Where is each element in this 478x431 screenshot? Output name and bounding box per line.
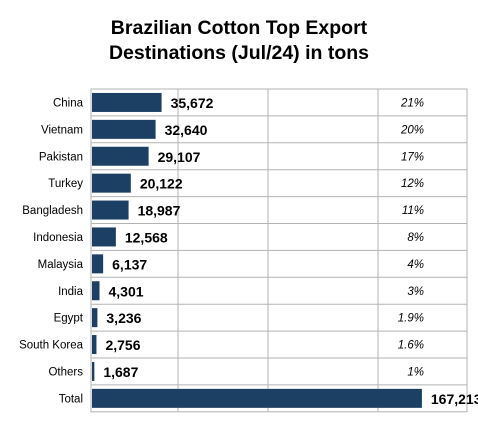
share-label: 12%	[401, 178, 424, 190]
share-label: 1.6%	[398, 340, 424, 352]
category-label: Pakistan	[39, 151, 83, 163]
category-label: Malaysia	[38, 259, 84, 271]
data-label: 32,640	[165, 122, 208, 138]
share-label: 11%	[402, 205, 424, 217]
data-label: 12,568	[125, 229, 168, 245]
bar	[92, 335, 97, 355]
data-label: 18,987	[138, 203, 181, 219]
bar	[92, 254, 104, 274]
chart-title-line-1: Brazilian Cotton Top Export	[110, 17, 368, 39]
category-label: Bangladesh	[22, 205, 83, 217]
bar	[92, 119, 156, 139]
category-label: India	[58, 286, 84, 298]
bar	[92, 361, 95, 381]
data-label: 29,107	[158, 149, 201, 165]
share-label: 4%	[407, 259, 424, 271]
bar	[92, 281, 100, 301]
bar	[92, 200, 129, 220]
data-label: 20,122	[140, 176, 183, 192]
grid-lines	[90, 88, 468, 413]
data-label: 35,672	[171, 95, 214, 111]
category-label: Total	[59, 393, 83, 405]
share-label: 3%	[407, 286, 424, 298]
data-label: 1,687	[103, 364, 138, 380]
bar	[92, 227, 116, 247]
data-label: 6,137	[112, 256, 147, 272]
data-label: 2,756	[105, 337, 140, 353]
category-label: Egypt	[54, 313, 84, 325]
share-label: 1%	[407, 366, 424, 378]
bar	[92, 308, 98, 328]
chart-title: Brazilian Cotton Top Export Destinations…	[0, 16, 478, 66]
labels: China 35,672 21% Vietnam 32,640 20% Pakistan 29…	[19, 95, 478, 407]
share-label: 17%	[401, 151, 424, 163]
bar	[92, 388, 422, 408]
bar	[92, 146, 149, 166]
category-label: Vietnam	[41, 124, 83, 136]
bar	[92, 173, 131, 193]
category-label: Indonesia	[33, 232, 83, 244]
share-label: 20%	[400, 124, 424, 136]
data-label: 4,301	[109, 283, 144, 299]
data-label: 167,213	[431, 391, 478, 407]
bars	[92, 92, 422, 408]
chart-title-line-2: Destinations (Jul/24) in tons	[108, 42, 370, 64]
data-label: 3,236	[106, 310, 141, 326]
category-label: China	[53, 97, 84, 109]
category-label: Others	[48, 366, 83, 378]
bar	[92, 92, 162, 112]
category-label: Turkey	[48, 178, 83, 190]
share-label: 21%	[400, 97, 424, 109]
share-label: 1.9%	[398, 313, 424, 325]
category-label: South Korea	[19, 340, 84, 352]
share-label: 8%	[407, 232, 424, 244]
